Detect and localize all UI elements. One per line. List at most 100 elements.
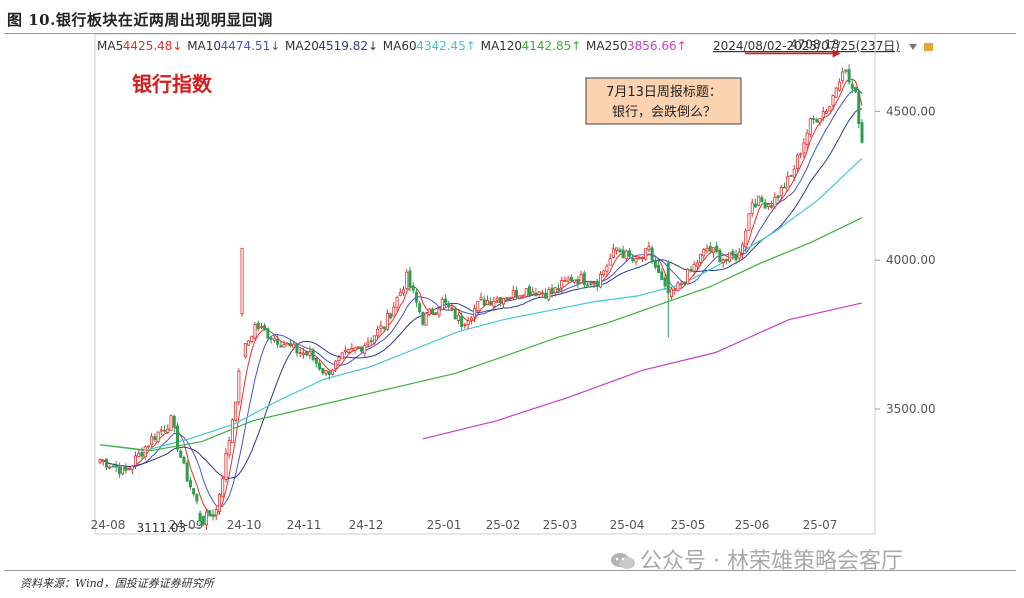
candle-body	[837, 81, 841, 91]
candle-body	[847, 69, 851, 83]
candle-body	[834, 87, 838, 98]
x-tick-label: 25-01	[427, 518, 462, 532]
candle-body	[615, 247, 619, 251]
candle-body	[421, 311, 425, 325]
candle-body	[198, 512, 202, 522]
candle-body	[550, 287, 554, 294]
candle-body	[663, 277, 667, 287]
candle-body	[511, 290, 515, 299]
candle-body	[582, 272, 586, 285]
candle-body	[385, 313, 389, 330]
candle-body	[408, 270, 412, 288]
candle-body	[695, 262, 699, 267]
legend-value-ma250: 3856.66↑	[627, 39, 687, 53]
candle-body	[360, 346, 364, 352]
candle-body	[779, 186, 783, 197]
candle-body	[757, 195, 761, 206]
candle-body	[330, 369, 334, 375]
candle-body	[143, 446, 147, 458]
series-layer	[99, 78, 863, 518]
candle-body	[405, 271, 409, 289]
candle-body	[117, 467, 121, 474]
candle-body	[563, 280, 567, 283]
candle-body	[398, 291, 402, 296]
ma-legend-header: MA5 4425.48↓ MA10 4474.51↓ MA20 4519.82↓ MA60 4…	[97, 39, 933, 53]
candle-body	[353, 347, 357, 351]
candle-body	[456, 314, 460, 321]
candle-body	[347, 348, 351, 353]
candle-body	[201, 515, 205, 525]
candle-body	[653, 260, 657, 268]
candle-body	[679, 283, 683, 286]
x-tick-label: 24-11	[287, 518, 322, 532]
ma60-line	[99, 157, 863, 452]
candle-body	[395, 297, 399, 309]
candle-body	[389, 313, 393, 319]
candle-body	[269, 337, 273, 340]
candle-body	[485, 300, 489, 306]
candle-body	[792, 168, 796, 178]
candle-body	[208, 510, 212, 517]
candle-body	[711, 247, 715, 254]
legend-value-ma60: 4342.45↑	[416, 39, 476, 53]
candle-body	[824, 110, 828, 114]
candle-body	[802, 142, 806, 154]
dropdown-triangle-icon	[909, 44, 917, 50]
candle-body	[686, 269, 690, 285]
candle-body	[547, 289, 551, 300]
candle-body	[363, 345, 367, 354]
ma120-line	[99, 217, 863, 452]
candle-body	[450, 307, 454, 310]
candle-body	[702, 248, 706, 257]
callout-line: 7月13日周报标题：	[606, 85, 722, 100]
candle-body	[731, 250, 735, 256]
candle-body	[750, 202, 754, 214]
candle-body	[440, 298, 444, 311]
candle-body	[770, 205, 774, 208]
candle-body	[127, 468, 131, 470]
candle-body	[699, 253, 703, 263]
x-tick-label: 24-10	[227, 518, 262, 532]
candle-body	[447, 302, 451, 308]
candle-body	[308, 350, 312, 356]
candle-body	[272, 337, 276, 341]
candle-body	[489, 301, 493, 306]
candle-body	[647, 246, 651, 251]
candle-body	[376, 329, 380, 337]
candle-body	[298, 352, 302, 354]
candle-body	[508, 296, 512, 300]
candle-body	[237, 370, 241, 403]
candle-body	[98, 459, 102, 463]
candle-body	[537, 291, 541, 295]
candle-body	[205, 511, 209, 526]
x-tick-label: 25-07	[803, 518, 838, 532]
candle-body	[763, 202, 767, 209]
candle-body	[592, 282, 596, 285]
watermark: 公众号 · 林荣雄策略会客厅	[610, 543, 903, 575]
legend-value-ma120: 4142.85↑	[522, 39, 582, 53]
bank-index-candlestick-chart: MA5 4425.48↓ MA10 4474.51↓ MA20 4519.82↓ MA60 4…	[91, 34, 936, 535]
candle-body	[673, 288, 677, 291]
candle-body	[773, 196, 777, 207]
candle-body	[608, 258, 612, 266]
candle-body	[766, 204, 770, 207]
candle-body	[753, 203, 757, 208]
candle-body	[153, 436, 157, 441]
candle-body	[473, 307, 477, 318]
candle-body	[318, 362, 322, 370]
candle-body	[288, 343, 292, 347]
candle-body	[666, 262, 670, 294]
y-axis: 4500.00 4000.00 3500.00	[875, 104, 936, 416]
candle-body	[637, 257, 641, 260]
candle-body	[705, 247, 709, 252]
legend-value-ma10: 4474.51↓	[221, 39, 281, 53]
candle-body	[460, 316, 464, 328]
candle-body	[605, 265, 609, 272]
candle-body	[611, 248, 615, 258]
x-tick-label: 24-09	[169, 518, 204, 532]
high-label: 4708.13	[790, 37, 840, 51]
candle-body	[495, 297, 499, 301]
candle-body	[185, 462, 189, 482]
candle-body	[466, 320, 470, 325]
candle-body	[670, 288, 674, 298]
